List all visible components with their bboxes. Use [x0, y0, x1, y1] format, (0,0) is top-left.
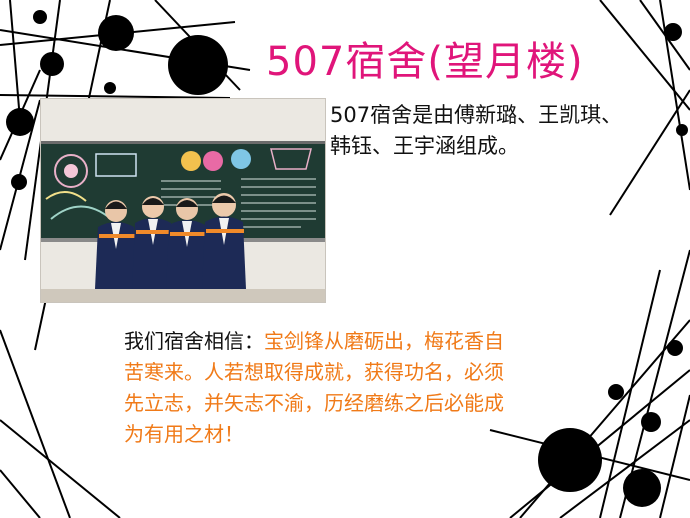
group-photo: [40, 98, 326, 303]
motto-quote: 宝剑锋从磨砺出，梅花香自苦寒来。人若想取得成就，获得功名，必须先立志，并矢志不渝…: [124, 329, 504, 446]
dorm-motto: 我们宿舍相信：宝剑锋从磨砺出，梅花香自苦寒来。人若想取得成就，获得功名，必须先立…: [124, 326, 509, 450]
dorm-members-text: 507宿舍是由傅新璐、王凯琪、韩钰、王宇涵组成。: [330, 103, 623, 158]
slide-title: 507宿舍(望月楼): [266, 39, 584, 85]
motto-lead: 我们宿舍相信：: [124, 329, 264, 353]
